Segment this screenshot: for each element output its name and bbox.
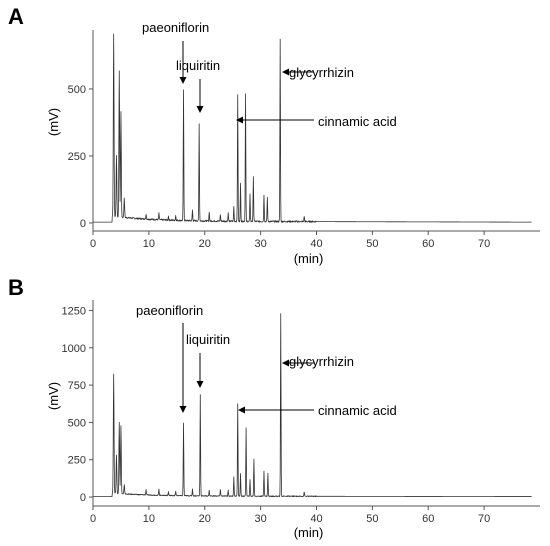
peak-annotation-label: liquiritin [186,332,230,347]
panel-letter: A [8,4,24,29]
chromatogram-trace [92,33,532,223]
x-tick-label: 30 [255,238,267,250]
y-tick-label: 1000 [62,343,86,355]
x-tick-label: 60 [422,238,434,250]
x-tick-label: 40 [310,513,322,525]
y-tick-label: 750 [68,380,86,392]
x-tick-label: 20 [199,513,211,525]
peak-annotation-label: glycyrrhizin [289,65,354,80]
peak-annotation-label: cinnamic acid [318,114,397,129]
annotation-arrowhead [236,116,243,124]
chromatogram-trace [92,313,532,498]
x-tick-label: 10 [143,513,155,525]
x-tick-label: 70 [478,513,490,525]
peak-annotation-label: glycyrrhizin [289,354,354,369]
x-tick-label: 20 [199,238,211,250]
x-tick-label: 50 [366,238,378,250]
x-tick-label: 60 [422,513,434,525]
x-tick-label: 30 [255,513,267,525]
x-tick-label: 70 [478,238,490,250]
chart-panel-a: A 0 10 20 30 40 50 60 70 0 250 500 (min) (mV) paeonifl… [8,4,540,266]
chart-panel-b: B 0 10 20 30 40 50 60 70 0 250 500 750 1000 1250 (min) (… [8,275,540,540]
y-tick-label: 250 [68,455,86,467]
y-tick-label: 0 [80,492,86,504]
x-axis-title: (min) [294,525,324,540]
y-tick-label: 500 [68,84,86,96]
y-axis-title: (mV) [46,382,61,410]
annotation-arrowhead [196,381,204,388]
annotation-arrowhead [282,68,289,76]
peak-annotation-label: cinnamic acid [318,403,397,418]
y-tick-label: 250 [68,151,86,163]
annotation-arrowhead [179,406,187,413]
y-axis-title: (mV) [46,108,61,136]
x-tick-label: 0 [90,513,96,525]
x-tick-label: 0 [90,238,96,250]
annotation-arrowhead [179,77,187,84]
y-tick-label: 500 [68,417,86,429]
annotation-arrowhead [196,106,204,113]
x-tick-label: 10 [143,238,155,250]
y-tick-label: 1250 [62,305,86,317]
x-axis-title: (min) [294,251,324,266]
x-tick-label: 50 [366,513,378,525]
annotation-arrowhead [282,359,289,367]
x-tick-label: 40 [310,238,322,250]
y-tick-label: 0 [80,218,86,230]
peak-annotation-label: liquiritin [176,58,220,73]
peak-annotation-label: paeoniflorin [136,303,203,318]
annotation-arrowhead [238,406,245,414]
panel-letter: B [8,275,24,300]
peak-annotation-label: paeoniflorin [142,20,209,35]
